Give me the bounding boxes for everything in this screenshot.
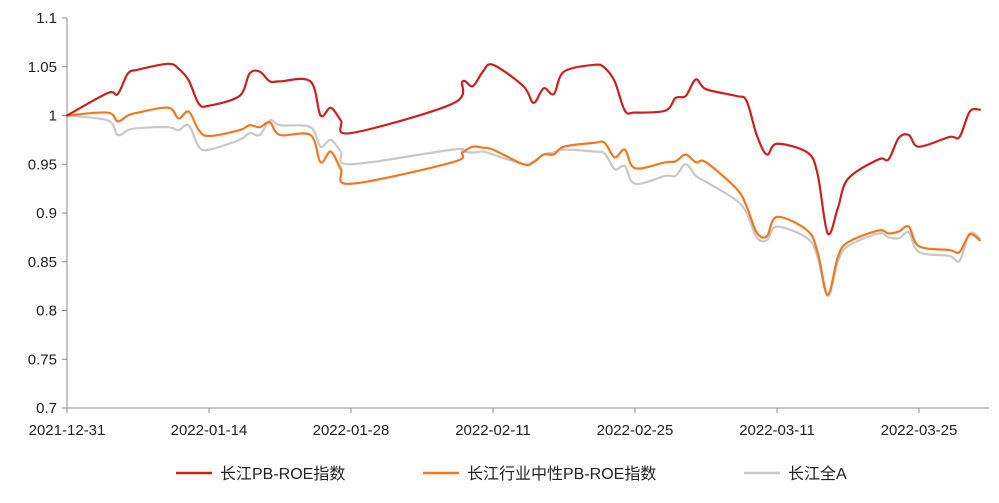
x-tick-label: 2022-03-11 (739, 422, 815, 439)
y-tick-label: 0.75 (28, 351, 57, 368)
legend-label-3: 长江全A (788, 465, 847, 483)
x-tick-label: 2022-03-25 (881, 422, 958, 439)
x-tick-label: 2021-12-31 (29, 422, 106, 439)
y-tick-label: 0.8 (36, 303, 57, 320)
y-tick-label: 0.95 (28, 156, 57, 173)
x-tick-label: 2022-02-25 (597, 422, 674, 439)
tick-labels: 0.7 0.75 0.8 0.85 0.9 0.95 1 1.05 1.1 2021-12-31 2… (28, 10, 958, 439)
y-tick-label: 1.05 (28, 59, 57, 76)
legend-label-2: 长江行业中性PB-ROE指数 (467, 465, 656, 483)
legend: 长江PB-ROE指数 长江行业中性PB-ROE指数 长江全A (176, 465, 847, 483)
y-tick-label: 1.1 (36, 10, 57, 27)
x-tick-label: 2022-02-11 (455, 422, 531, 439)
series-line-2 (65, 106, 981, 297)
y-tick-label: 1 (49, 108, 57, 125)
x-tick-label: 2022-01-14 (171, 422, 248, 439)
y-tick-label: 0.9 (36, 205, 57, 222)
y-tick-label: 0.7 (36, 400, 57, 417)
x-tick-label: 2022-01-28 (313, 422, 390, 439)
series-line-1 (65, 62, 981, 236)
series-lines (65, 62, 981, 297)
series-line-3 (65, 114, 981, 297)
legend-label-1: 长江PB-ROE指数 (220, 465, 345, 483)
y-tick-label: 0.85 (28, 254, 57, 271)
axes (62, 17, 989, 413)
